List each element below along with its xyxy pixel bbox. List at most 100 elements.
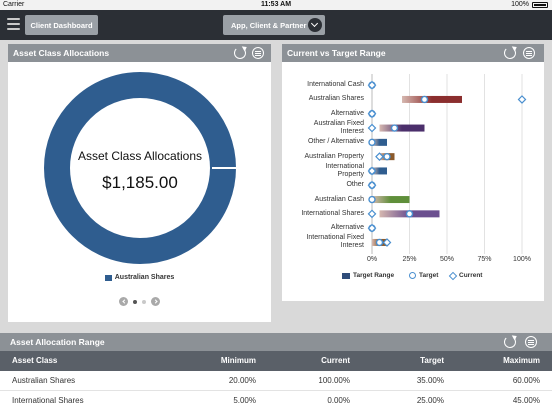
client-dashboard-button[interactable]: Client Dashboard — [25, 15, 98, 35]
current-marker — [367, 109, 377, 119]
cell-target: 35.00% — [416, 376, 444, 385]
target-range-bar — [402, 95, 462, 103]
legend-label: Australian Shares — [114, 274, 175, 281]
list-menu-icon[interactable] — [523, 47, 535, 59]
menu-icon[interactable] — [7, 18, 20, 30]
category-label: International Property — [325, 162, 364, 178]
next-page-icon[interactable] — [151, 297, 160, 306]
legend-target-label: Target — [419, 272, 439, 279]
current-marker — [375, 152, 384, 162]
page-dot-2[interactable] — [142, 299, 146, 304]
category-label: International Shares — [301, 209, 364, 217]
col-maximum[interactable]: Maximum — [503, 356, 540, 365]
x-tick-label: 25% — [402, 256, 417, 263]
range-table-title: Asset Allocation Range — [10, 337, 105, 347]
range-table-header: Asset Allocation Range — [0, 333, 552, 351]
category-label: Australian Property — [304, 152, 364, 160]
range-chart: 0% 25% 50% 75% 100% International Cash Austral… — [282, 44, 544, 301]
target-marker — [368, 138, 376, 147]
range-chart-plot — [367, 74, 527, 254]
donut-ring[interactable] — [44, 72, 236, 264]
refresh-icon[interactable] — [234, 47, 246, 59]
legend-current: Current — [448, 271, 483, 280]
allocations-panel-header: Asset Class Allocations — [8, 44, 271, 62]
target-marker — [405, 210, 414, 218]
target-marker-icon — [409, 272, 416, 279]
col-current[interactable]: Current — [321, 356, 350, 365]
category-label: Australian Fixed Interest — [313, 120, 364, 136]
battery-percent: 100% — [511, 1, 529, 8]
cell-asset-class: Australian Shares — [12, 376, 76, 385]
range-table-panel: Asset Allocation Range Asset Class Minim… — [0, 333, 552, 414]
prev-page-icon[interactable] — [119, 297, 128, 306]
x-tick-label: 0% — [366, 256, 378, 263]
x-tick-label: 75% — [477, 256, 492, 263]
cell-current: 0.00% — [327, 396, 350, 405]
col-target[interactable]: Target — [420, 356, 444, 365]
category-label: Australian Shares — [308, 95, 364, 103]
clock: 11:53 AM — [260, 1, 292, 8]
target-marker — [390, 124, 399, 132]
legend-swatch — [104, 274, 112, 281]
chevron-down-icon — [308, 18, 322, 32]
category-label: Alternative — [330, 109, 364, 117]
list-menu-icon[interactable] — [525, 336, 537, 348]
current-marker — [367, 180, 377, 190]
status-bar: Carrier 11:53 AM 100% — [0, 0, 552, 10]
target-range-bar — [372, 167, 387, 175]
battery-icon — [532, 1, 548, 8]
table-row[interactable]: Australian Shares 20.00% 100.00% 35.00% … — [0, 371, 552, 391]
current-marker — [367, 209, 377, 219]
donut-title: Asset Class Allocations — [78, 149, 202, 163]
current-marker — [367, 223, 377, 233]
cell-minimum: 5.00% — [233, 396, 256, 405]
page-dot-1[interactable] — [133, 299, 137, 304]
target-marker — [375, 238, 384, 247]
donut-legend: Australian Shares — [8, 274, 271, 281]
table-row[interactable]: International Shares 5.00% 0.00% 25.00% … — [0, 391, 552, 411]
current-marker — [517, 95, 527, 104]
refresh-icon[interactable] — [504, 336, 516, 348]
category-label: International Fixed Interest — [306, 234, 364, 250]
range-panel-title: Current vs Target Range — [287, 48, 386, 58]
category-label: Australian Cash — [314, 195, 364, 203]
target-range-bar — [372, 138, 387, 146]
cell-maximum: 60.00% — [512, 376, 540, 385]
current-marker — [367, 80, 377, 90]
category-label: Alternative — [330, 224, 364, 232]
battery-status: 100% — [511, 1, 548, 8]
legend-current-label: Current — [459, 272, 483, 279]
current-marker-icon — [448, 271, 458, 280]
table-column-headers: Asset Class Minimum Current Target Maxim… — [0, 351, 552, 371]
x-tick-label: 100% — [513, 256, 531, 263]
target-marker — [383, 152, 391, 161]
cell-target: 25.00% — [416, 396, 444, 405]
refresh-icon[interactable] — [504, 47, 516, 59]
cell-asset-class: International Shares — [12, 396, 84, 405]
col-minimum[interactable]: Minimum — [220, 356, 256, 365]
page-control — [8, 297, 271, 306]
cell-maximum: 45.00% — [512, 396, 540, 405]
legend-target-range-label: Target Range — [353, 272, 395, 279]
cell-current: 100.00% — [318, 376, 350, 385]
allocations-panel-title: Asset Class Allocations — [13, 48, 110, 58]
col-asset-class[interactable]: Asset Class — [12, 356, 58, 365]
target-range-bar — [372, 196, 410, 204]
legend-target-range: Target Range — [342, 272, 394, 279]
allocations-panel: Asset Class Allocations Asset Class Allo… — [8, 44, 271, 322]
target-marker — [420, 95, 429, 104]
category-label: Other / Alternative — [307, 138, 364, 146]
current-marker — [367, 123, 377, 133]
cell-minimum: 20.00% — [228, 376, 256, 385]
carrier-label: Carrier — [3, 1, 25, 8]
category-label: Other — [346, 181, 364, 189]
current-marker — [367, 166, 377, 176]
target-range-swatch — [342, 272, 350, 279]
current-marker — [382, 238, 392, 247]
scope-dropdown[interactable]: App, Client & Partner — [223, 15, 325, 35]
scope-dropdown-label: App, Client & Partner — [231, 20, 307, 30]
range-panel-header: Current vs Target Range — [282, 44, 544, 62]
list-menu-icon[interactable] — [252, 47, 264, 59]
target-marker — [368, 195, 376, 204]
target-range-bar — [379, 124, 425, 132]
